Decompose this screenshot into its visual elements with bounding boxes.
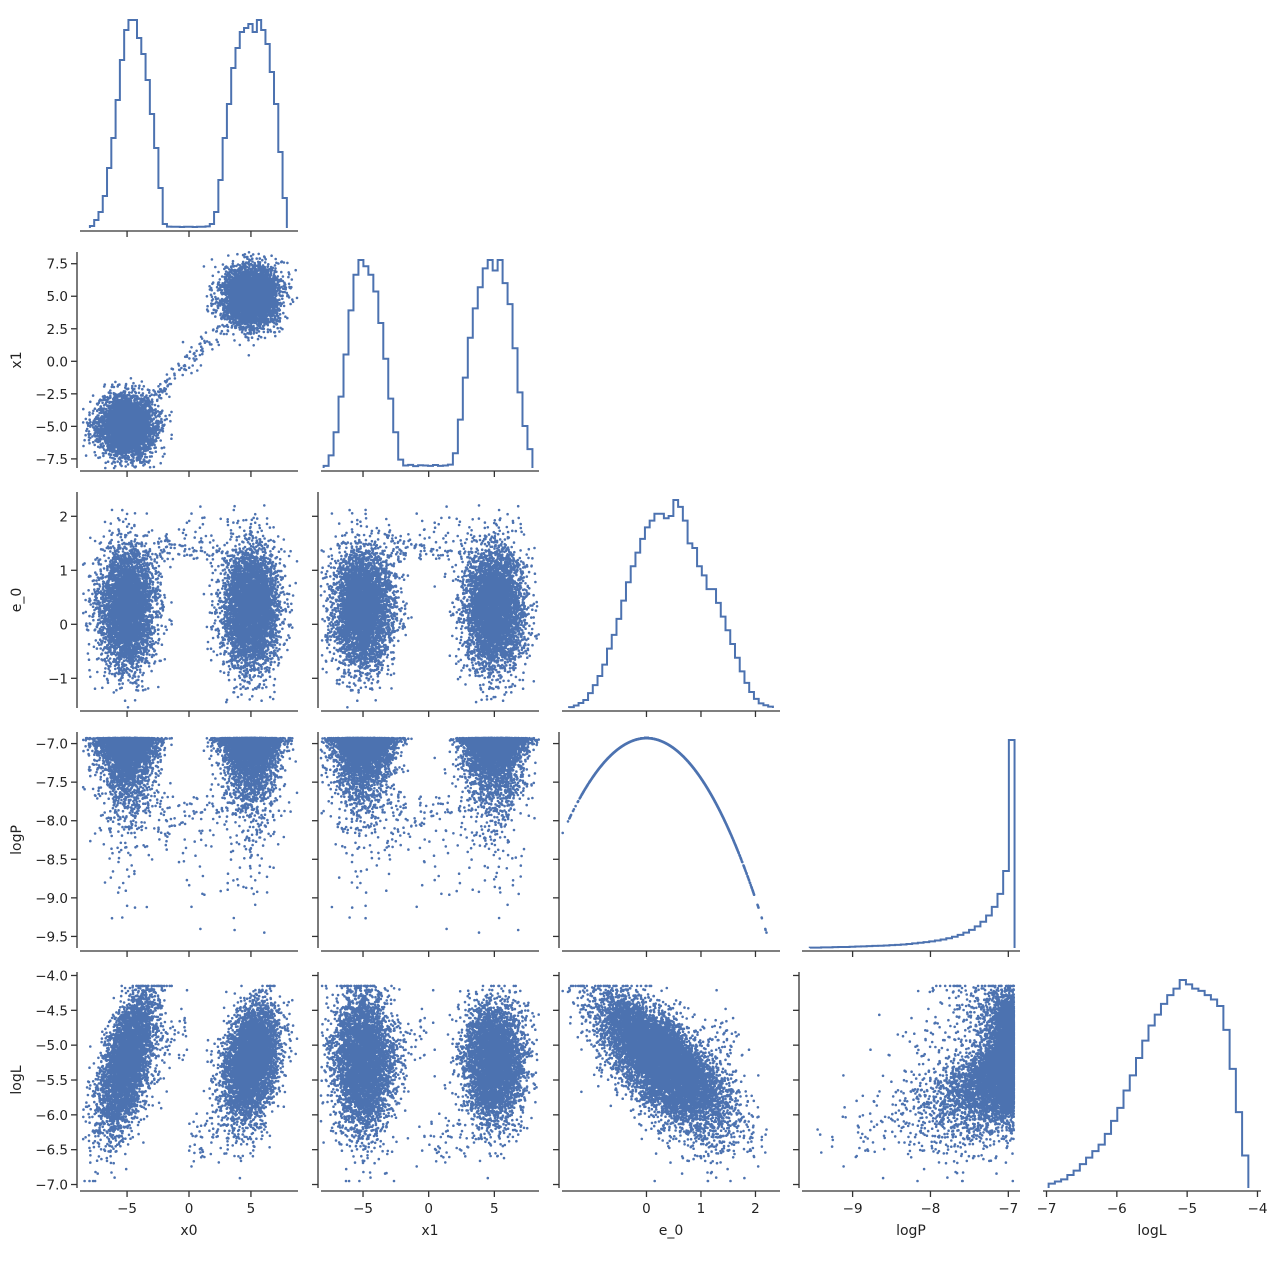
y-tick-label: 0.0	[47, 354, 68, 370]
y-tick-label: −6.0	[35, 1108, 68, 1124]
scatter-points	[816, 984, 1016, 1183]
xlabel-logP: logP	[896, 1223, 926, 1239]
x-tick-label: 1	[697, 1201, 706, 1217]
scatter-points	[81, 250, 299, 470]
x-tick-label: −9	[843, 1201, 863, 1217]
scatter-points	[81, 504, 299, 709]
scatter-logP-vs-x0	[81, 736, 299, 934]
panel-logL-vs-logL: −7 −6 −5 −4	[1037, 979, 1268, 1217]
scatter-points	[81, 984, 299, 1183]
xlabel-logL: logL	[1137, 1223, 1166, 1239]
panel-e_0-vs-e_0	[562, 499, 780, 717]
histogram-logP	[808, 739, 1016, 949]
x-tick-label: −4	[1248, 1201, 1268, 1217]
scatter-logL-vs-e_0	[561, 984, 768, 1183]
scatter-logP-vs-e_0	[561, 736, 768, 934]
y-tick-label: −9.0	[35, 891, 68, 907]
y-tick-label: −5.5	[35, 1073, 68, 1089]
histogram-e_0	[568, 499, 774, 709]
y-tick-label: 1	[59, 563, 68, 579]
panel-logL-vs-x1: −5 0 5	[312, 972, 540, 1217]
y-tick-label: −8.0	[35, 814, 68, 830]
scatter-points	[319, 504, 541, 709]
scatter-e_0-vs-x1	[319, 504, 541, 709]
y-tick-label: −7.5	[35, 775, 68, 791]
ylabel-logL: logL	[9, 1065, 25, 1094]
y-tick-label: 0	[59, 617, 68, 633]
scatter-logL-vs-logP	[816, 984, 1016, 1183]
y-tick-label: −5.0	[35, 1038, 68, 1054]
y-tick-label: 5.0	[47, 289, 68, 305]
histogram-x0	[88, 19, 288, 228]
x-tick-label: −6	[1107, 1201, 1127, 1217]
y-tick-label: −9.5	[35, 929, 68, 945]
panel-logP-vs-x0: −9.5 −9.0 −8.5 −8.0 −7.5 −7.0	[35, 732, 299, 957]
scatter-points	[561, 736, 768, 934]
y-tick-label: −2.5	[35, 387, 68, 403]
histogram-x1	[322, 259, 534, 468]
scatter-points	[319, 736, 540, 934]
ylabel-logP: logP	[9, 825, 25, 855]
x-tick-label: −5	[1177, 1201, 1197, 1217]
panel-logL-vs-e_0: 0 1 2	[553, 972, 780, 1217]
x-tick-label: 0	[424, 1201, 433, 1217]
panel-logP-vs-logP	[802, 739, 1020, 957]
xlabel-x0: x0	[180, 1223, 197, 1239]
scatter-points	[319, 984, 540, 1183]
scatter-x1-vs-x0	[81, 250, 299, 470]
panel-logP-vs-x1	[312, 732, 540, 957]
x-tick-label: 0	[185, 1201, 194, 1217]
panel-logP-vs-e_0	[553, 732, 780, 957]
histogram-logL	[1047, 979, 1250, 1188]
y-tick-label: −4.5	[35, 1003, 68, 1019]
scatter-logL-vs-x0	[81, 984, 299, 1183]
scatter-points	[81, 736, 299, 934]
x-tick-label: 0	[642, 1201, 651, 1217]
y-tick-label: −7.5	[35, 452, 68, 468]
panel-logL-vs-x0: −5 0 5 −7.0 −6.5 −6.0 −5.5 −5.0 −4.5 −4.0	[35, 968, 299, 1217]
x-tick-label: 5	[247, 1201, 256, 1217]
y-tick-label: −1	[48, 671, 68, 687]
scatter-e_0-vs-x0	[81, 504, 299, 709]
scatter-logP-vs-x1	[319, 736, 540, 934]
panel-x0-vs-x0	[80, 19, 298, 237]
xlabel-e_0: e_0	[659, 1223, 684, 1239]
panel-x1-vs-x0: −7.5 −5.0 −2.5 0.0 2.5 5.0 7.5	[35, 250, 299, 477]
y-tick-label: −5.0	[35, 419, 68, 435]
xlabel-x1: x1	[421, 1223, 438, 1239]
x-tick-label: −5	[353, 1201, 373, 1217]
x-tick-label: 2	[751, 1201, 760, 1217]
y-tick-label: 2	[59, 509, 68, 525]
y-tick-label: −4.0	[35, 968, 68, 984]
panel-e_0-vs-x0: −1 0 1 2	[48, 492, 299, 717]
ylabel-e_0: e_0	[9, 588, 25, 613]
y-tick-label: 2.5	[47, 322, 68, 338]
y-tick-label: 7.5	[47, 257, 68, 273]
x-tick-label: 5	[490, 1201, 499, 1217]
panel-e_0-vs-x1	[312, 492, 541, 717]
scatter-points	[561, 984, 768, 1183]
x-tick-label: −5	[117, 1201, 137, 1217]
x-tick-label: −8	[921, 1201, 941, 1217]
panel-x1-vs-x1	[321, 259, 539, 477]
scatter-logL-vs-x1	[319, 984, 540, 1183]
x-tick-label: −7	[1037, 1201, 1057, 1217]
x-tick-label: −7	[998, 1201, 1018, 1217]
panel-logL-vs-logP: −9 −8 −7	[793, 972, 1020, 1217]
y-tick-label: −6.5	[35, 1143, 68, 1159]
y-tick-label: −8.5	[35, 852, 68, 868]
ylabel-x1: x1	[9, 351, 25, 368]
y-tick-label: −7.0	[35, 737, 68, 753]
y-tick-label: −7.0	[35, 1178, 68, 1194]
